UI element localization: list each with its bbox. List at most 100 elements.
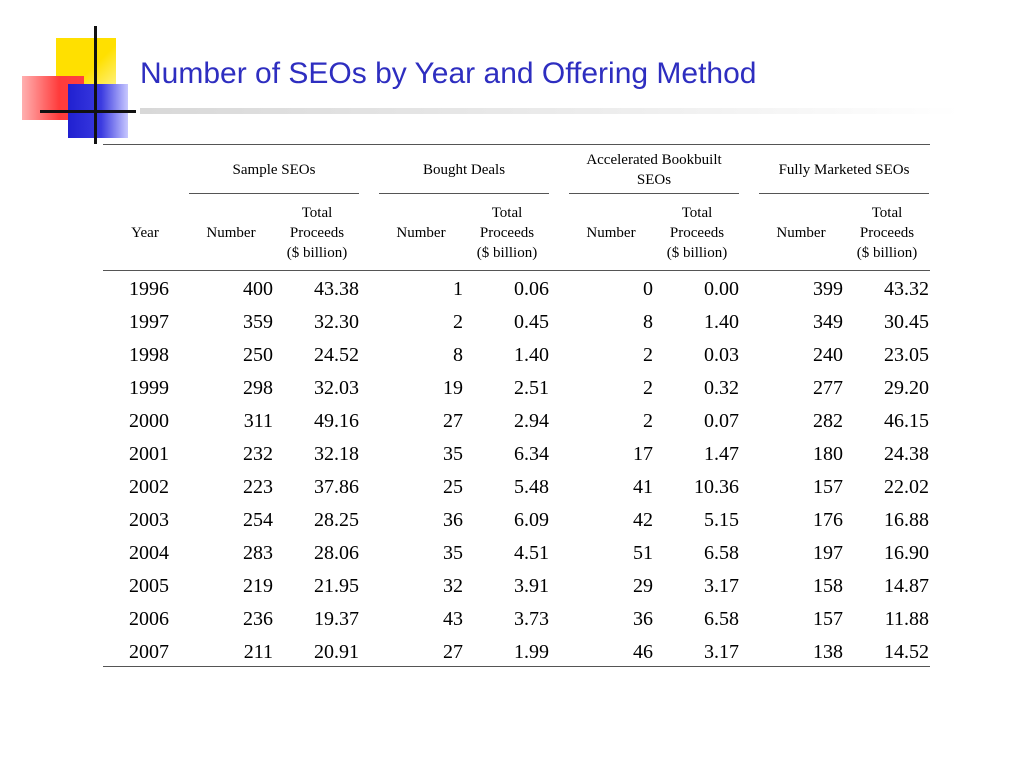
bought-number-cell: 43: [443, 608, 463, 630]
number-header: Number: [586, 225, 636, 241]
table-row: 1997 359 32.30 2 0.45 8 1.40 349 30.45: [103, 306, 930, 339]
bought-proceeds-cell: 1.40: [514, 344, 549, 366]
proceeds-header-line: Total: [301, 205, 333, 221]
fully-marketed-number-cell: 176: [813, 509, 843, 531]
horizontal-line-decoration: [40, 110, 136, 113]
accelerated-proceeds-cell: 1.40: [704, 311, 739, 333]
table-header-rule: [103, 270, 930, 271]
sample-number-cell: 400: [243, 278, 273, 300]
fully-marketed-number-cell: 157: [813, 476, 843, 498]
proceeds-header-line: Proceeds: [289, 225, 345, 241]
table-row: 2007 211 20.91 27 1.99 46 3.17 138 14.52: [103, 636, 930, 669]
bought-proceeds-cell: 6.09: [514, 509, 549, 531]
accelerated-number-cell: 46: [633, 641, 653, 663]
bought-proceeds-cell: 2.51: [514, 377, 549, 399]
fully-marketed-proceeds-cell: 29.20: [884, 377, 929, 399]
year-cell: 2006: [129, 608, 169, 630]
bought-number-cell: 32: [443, 575, 463, 597]
accelerated-number-cell: 2: [643, 410, 653, 432]
proceeds-header: Total Proceeds ($ billion): [847, 203, 927, 263]
accelerated-number-cell: 17: [633, 443, 653, 465]
fully-marketed-proceeds-cell: 30.45: [884, 311, 929, 333]
group-rule-bought: [379, 193, 549, 194]
table-row: 2004 283 28.06 35 4.51 51 6.58 197 16.90: [103, 537, 930, 570]
bought-number-cell: 27: [443, 641, 463, 663]
accelerated-number-cell: 36: [633, 608, 653, 630]
table-row: 2001 232 32.18 35 6.34 17 1.47 180 24.38: [103, 438, 930, 471]
sample-number-cell: 211: [243, 641, 273, 663]
sample-number-cell: 232: [243, 443, 273, 465]
sample-number-cell: 298: [243, 377, 273, 399]
fully-marketed-proceeds-cell: 23.05: [884, 344, 929, 366]
accelerated-proceeds-cell: 0.00: [704, 278, 739, 300]
bought-proceeds-cell: 3.73: [514, 608, 549, 630]
proceeds-header: Total Proceeds ($ billion): [467, 203, 547, 263]
sample-proceeds-cell: 32.03: [314, 377, 359, 399]
accelerated-proceeds-cell: 6.58: [704, 608, 739, 630]
fully-marketed-proceeds-cell: 16.90: [884, 542, 929, 564]
year-cell: 1998: [129, 344, 169, 366]
fully-marketed-number-cell: 282: [813, 410, 843, 432]
proceeds-header-line: Total: [681, 205, 713, 221]
bought-proceeds-cell: 6.34: [514, 443, 549, 465]
sample-number-cell: 359: [243, 311, 273, 333]
slide-logo-decoration: [0, 0, 140, 150]
fully-marketed-proceeds-cell: 16.88: [884, 509, 929, 531]
year-cell: 2004: [129, 542, 169, 564]
table-top-rule: [103, 144, 930, 145]
accelerated-proceeds-cell: 6.58: [704, 542, 739, 564]
year-cell: 2007: [129, 641, 169, 663]
table-row: 1999 298 32.03 19 2.51 2 0.32 277 29.20: [103, 372, 930, 405]
accelerated-proceeds-cell: 1.47: [704, 443, 739, 465]
table-row: 1996 400 43.38 1 0.06 0 0.00 399 43.32: [103, 273, 930, 306]
accelerated-proceeds-cell: 0.07: [704, 410, 739, 432]
accelerated-proceeds-cell: 0.32: [704, 377, 739, 399]
accelerated-number-cell: 51: [633, 542, 653, 564]
sample-proceeds-cell: 21.95: [314, 575, 359, 597]
year-header: Year: [131, 225, 159, 241]
proceeds-header-line: ($ billion): [856, 245, 918, 261]
sample-proceeds-cell: 20.91: [314, 641, 359, 663]
sample-proceeds-cell: 28.06: [314, 542, 359, 564]
year-cell: 2003: [129, 509, 169, 531]
bought-proceeds-cell: 2.94: [514, 410, 549, 432]
sample-number-cell: 311: [243, 410, 273, 432]
proceeds-header-line: Proceeds: [479, 225, 535, 241]
accelerated-number-cell: 29: [633, 575, 653, 597]
sample-proceeds-cell: 19.37: [314, 608, 359, 630]
sample-proceeds-cell: 37.86: [314, 476, 359, 498]
year-cell: 1999: [129, 377, 169, 399]
group-rule-sample: [189, 193, 359, 194]
fully-marketed-proceeds-cell: 22.02: [884, 476, 929, 498]
table-row: 2006 236 19.37 43 3.73 36 6.58 157 11.88: [103, 603, 930, 636]
vertical-line-decoration: [94, 26, 97, 144]
fully-marketed-proceeds-cell: 14.52: [884, 641, 929, 663]
table-row: 2000 311 49.16 27 2.94 2 0.07 282 46.15: [103, 405, 930, 438]
table-row: 2002 223 37.86 25 5.48 41 10.36 157 22.0…: [103, 471, 930, 504]
accelerated-proceeds-cell: 3.17: [704, 641, 739, 663]
accelerated-number-cell: 42: [633, 509, 653, 531]
bought-proceeds-cell: 0.45: [514, 311, 549, 333]
bought-number-cell: 19: [443, 377, 463, 399]
bought-proceeds-cell: 1.99: [514, 641, 549, 663]
sample-number-cell: 219: [243, 575, 273, 597]
bought-number-cell: 35: [443, 542, 463, 564]
number-header: Number: [396, 225, 446, 241]
bought-number-cell: 35: [443, 443, 463, 465]
fully-marketed-proceeds-cell: 24.38: [884, 443, 929, 465]
fully-marketed-number-cell: 277: [813, 377, 843, 399]
sample-proceeds-cell: 32.30: [314, 311, 359, 333]
accelerated-number-cell: 8: [643, 311, 653, 333]
fully-marketed-number-cell: 197: [813, 542, 843, 564]
year-cell: 2000: [129, 410, 169, 432]
bought-number-cell: 36: [443, 509, 463, 531]
proceeds-header: Total Proceeds ($ billion): [657, 203, 737, 263]
year-cell: 1996: [129, 278, 169, 300]
fully-marketed-number-cell: 349: [813, 311, 843, 333]
table-bottom-rule: [103, 666, 930, 667]
proceeds-header-line: Total: [491, 205, 523, 221]
fully-marketed-number-cell: 158: [813, 575, 843, 597]
sample-number-cell: 236: [243, 608, 273, 630]
proceeds-header-line: Proceeds: [859, 225, 915, 241]
sample-number-cell: 250: [243, 344, 273, 366]
